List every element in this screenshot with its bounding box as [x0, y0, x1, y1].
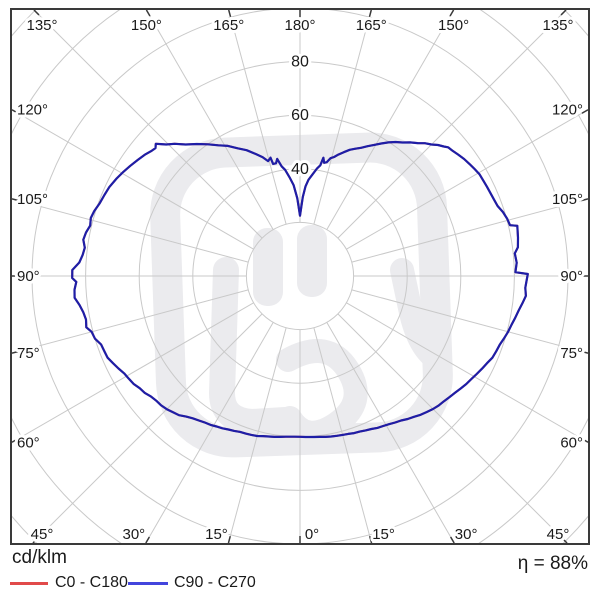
- ring-value-label: 40: [291, 161, 309, 178]
- photometric-polar-chart: 40 60 80 0° 15° 15° 30° 30° 45° 45° 60° 60° 75° 75° 90…: [10, 8, 590, 545]
- grid-spoke: [313, 327, 373, 543]
- border-tick: [12, 198, 19, 202]
- grid-spoke: [12, 289, 249, 354]
- border-tick: [12, 350, 19, 354]
- legend-swatch-c0-c180: [10, 582, 48, 585]
- legend-swatch-c90-c270: [128, 582, 168, 585]
- angle-label: 105°: [17, 191, 48, 208]
- grid-spoke: [326, 322, 455, 543]
- watermark-logo: [150, 132, 453, 458]
- watermark-curl: [276, 339, 368, 445]
- border-tick: [228, 10, 232, 17]
- angle-label: 165°: [356, 17, 387, 34]
- angle-label: 30°: [455, 526, 478, 543]
- angle-label: 135°: [26, 17, 57, 34]
- grid-spoke: [12, 198, 249, 263]
- angle-label: 45°: [31, 526, 54, 543]
- grid-spoke: [145, 10, 274, 230]
- border-tick: [145, 536, 150, 543]
- border-tick: [145, 10, 151, 17]
- ring-labels: 40 60 80: [288, 51, 312, 181]
- angle-label: 15°: [372, 526, 395, 543]
- chart-root: 40 60 80 0° 15° 15° 30° 30° 45° 45° 60° 60° 75° 75° 90…: [12, 10, 588, 543]
- angle-label: 120°: [17, 102, 48, 119]
- border-tick: [32, 537, 39, 543]
- border-tick: [227, 536, 231, 543]
- angle-label: 135°: [542, 17, 573, 34]
- border-tick: [581, 109, 588, 114]
- angle-label: 60°: [560, 434, 583, 451]
- grid-spoke: [33, 10, 263, 239]
- angle-label: 105°: [552, 191, 583, 208]
- border-tick: [368, 10, 372, 17]
- grid-spoke: [145, 322, 274, 543]
- border-tick: [12, 109, 19, 114]
- grid-spoke: [346, 109, 588, 250]
- angle-label: 60°: [17, 434, 40, 451]
- angle-label: 180°: [284, 17, 315, 34]
- angle-label: 90°: [17, 268, 40, 285]
- angle-label: 75°: [17, 345, 40, 362]
- legend-row: C0 - C180 C90 - C270: [0, 574, 600, 594]
- curve-c90-c270: [71, 140, 529, 439]
- angle-label: 120°: [552, 102, 583, 119]
- angle-label: 150°: [131, 17, 162, 34]
- border-tick: [449, 10, 455, 17]
- watermark-stroke-right: [390, 258, 450, 372]
- angle-label: 75°: [560, 345, 583, 362]
- grid-spoke: [346, 302, 588, 443]
- unit-label: cd/klm: [12, 547, 67, 568]
- border-tick: [581, 198, 588, 202]
- grid-spoke: [12, 109, 254, 250]
- angle-label: 45°: [547, 526, 570, 543]
- watermark-pin-right: [297, 225, 327, 297]
- angle-label: 15°: [205, 526, 228, 543]
- border-tick: [12, 438, 19, 443]
- angle-label: 0°: [305, 526, 319, 543]
- border-tick: [561, 537, 568, 543]
- angle-labels: 0° 15° 15° 30° 30° 45° 45° 60° 60° 75° 75° 90° 90° 10…: [14, 14, 586, 543]
- border-ticks: [12, 10, 588, 543]
- grid-spoke: [228, 10, 287, 225]
- grid-spoke: [313, 10, 372, 225]
- border-tick: [581, 438, 588, 443]
- grid-spoke: [337, 10, 567, 239]
- border-tick: [33, 10, 40, 16]
- legend-label-c90-c270: C90 - C270: [174, 574, 256, 591]
- polar-plot-area: 40 60 80 0° 15° 15° 30° 30° 45° 45° 60° 60° 75° 75° 90…: [10, 8, 590, 545]
- polar-grid: [12, 10, 588, 543]
- watermark-stroke-left: [208, 257, 298, 436]
- grid-spoke: [351, 289, 588, 354]
- legend-label-c0-c180: C0 - C180: [55, 574, 128, 591]
- ring-value-label: 80: [291, 54, 309, 71]
- angle-label: 165°: [213, 17, 244, 34]
- border-tick: [560, 10, 567, 16]
- efficiency-label: η = 88%: [517, 553, 588, 574]
- grid-spoke: [12, 302, 254, 443]
- legend-footer: cd/klm C0 - C180 C90 - C270 η = 88%: [0, 545, 600, 600]
- grid-spoke: [351, 198, 588, 263]
- angle-label: 150°: [438, 17, 469, 34]
- angle-label: 30°: [123, 526, 146, 543]
- watermark-pin-left: [253, 228, 283, 306]
- angle-label: 90°: [560, 268, 583, 285]
- plot-border: [10, 8, 590, 545]
- border-tick: [581, 350, 588, 354]
- grid-spoke: [326, 10, 455, 230]
- border-tick: [369, 536, 373, 543]
- border-tick: [450, 536, 455, 543]
- grid-spoke: [227, 327, 287, 543]
- ring-value-label: 60: [291, 107, 309, 124]
